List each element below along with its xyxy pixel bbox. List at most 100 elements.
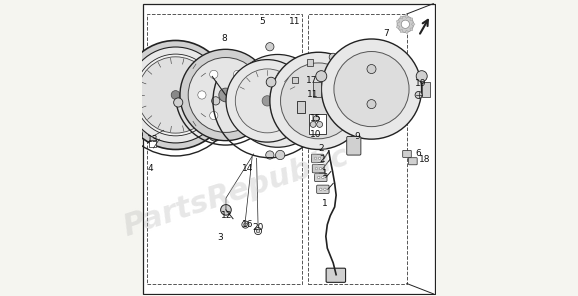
FancyBboxPatch shape (347, 136, 361, 155)
Circle shape (367, 99, 376, 109)
Circle shape (262, 96, 272, 106)
Circle shape (242, 221, 249, 228)
Circle shape (266, 43, 274, 51)
Circle shape (320, 188, 322, 190)
Bar (307, 59, 313, 65)
Circle shape (276, 150, 285, 160)
Circle shape (226, 59, 309, 142)
Circle shape (212, 97, 220, 105)
FancyBboxPatch shape (314, 173, 327, 181)
Text: PartsRepublic: PartsRepublic (119, 142, 353, 242)
Circle shape (198, 91, 206, 99)
Text: 6: 6 (416, 149, 421, 158)
Text: 9: 9 (354, 132, 360, 141)
Circle shape (322, 176, 324, 179)
FancyBboxPatch shape (317, 185, 329, 193)
Circle shape (245, 91, 254, 99)
Text: 8: 8 (221, 35, 227, 44)
Text: 7: 7 (383, 29, 389, 38)
Circle shape (210, 111, 218, 120)
Text: 2: 2 (318, 144, 324, 152)
Text: 18: 18 (419, 155, 430, 164)
Circle shape (138, 57, 214, 133)
Circle shape (401, 20, 409, 28)
Circle shape (324, 188, 326, 190)
Circle shape (114, 107, 121, 115)
Bar (307, 14, 407, 284)
Text: 14: 14 (242, 164, 253, 173)
Circle shape (244, 223, 247, 226)
FancyBboxPatch shape (309, 114, 327, 134)
Text: 16: 16 (242, 220, 254, 229)
Circle shape (188, 57, 263, 132)
Circle shape (316, 71, 327, 82)
Circle shape (173, 98, 183, 107)
Circle shape (314, 157, 317, 160)
Text: 20: 20 (253, 223, 264, 232)
Circle shape (240, 64, 314, 138)
Circle shape (256, 229, 260, 233)
Text: 10: 10 (310, 130, 322, 139)
Circle shape (319, 168, 322, 170)
Circle shape (416, 71, 427, 82)
Text: 15: 15 (310, 114, 322, 123)
Text: 13: 13 (147, 135, 158, 144)
Text: 4: 4 (147, 164, 153, 173)
Circle shape (234, 111, 242, 120)
Text: 17: 17 (306, 76, 317, 85)
Circle shape (334, 52, 409, 127)
Circle shape (231, 54, 324, 147)
Circle shape (254, 228, 262, 235)
Text: 11: 11 (289, 17, 301, 26)
Circle shape (221, 205, 231, 215)
Bar (292, 77, 298, 83)
Text: 2: 2 (320, 155, 325, 164)
Text: 19: 19 (414, 79, 426, 88)
Circle shape (318, 157, 321, 160)
Bar (149, 140, 157, 147)
Circle shape (329, 53, 337, 61)
Circle shape (320, 97, 328, 105)
Bar (120, 97, 127, 103)
Circle shape (128, 47, 224, 143)
Bar (422, 82, 430, 96)
Circle shape (361, 77, 370, 87)
FancyBboxPatch shape (403, 150, 412, 157)
Circle shape (270, 52, 367, 149)
FancyBboxPatch shape (312, 165, 325, 173)
Circle shape (235, 69, 299, 133)
Circle shape (209, 128, 222, 141)
Circle shape (129, 128, 143, 141)
Circle shape (266, 151, 274, 159)
Bar (297, 101, 306, 113)
Circle shape (310, 121, 316, 127)
Circle shape (210, 70, 218, 78)
Text: 1: 1 (321, 200, 327, 208)
Circle shape (415, 91, 422, 99)
FancyBboxPatch shape (326, 268, 346, 282)
Circle shape (315, 168, 317, 170)
Circle shape (317, 121, 323, 127)
FancyBboxPatch shape (312, 154, 324, 163)
Circle shape (397, 16, 414, 33)
Bar (147, 14, 302, 284)
Text: 5: 5 (260, 17, 265, 26)
Circle shape (219, 88, 232, 102)
Circle shape (266, 77, 276, 87)
Circle shape (267, 105, 276, 114)
Bar (360, 89, 375, 113)
Circle shape (313, 116, 319, 121)
FancyBboxPatch shape (409, 158, 417, 165)
Circle shape (121, 41, 230, 149)
Circle shape (317, 176, 320, 179)
Circle shape (171, 91, 180, 99)
Circle shape (321, 39, 421, 139)
Text: 11: 11 (307, 91, 318, 99)
Circle shape (280, 63, 357, 139)
Bar (313, 82, 321, 96)
Circle shape (135, 54, 216, 136)
Circle shape (234, 70, 242, 78)
Text: 3: 3 (217, 233, 223, 242)
Circle shape (367, 65, 376, 73)
Circle shape (180, 49, 271, 141)
